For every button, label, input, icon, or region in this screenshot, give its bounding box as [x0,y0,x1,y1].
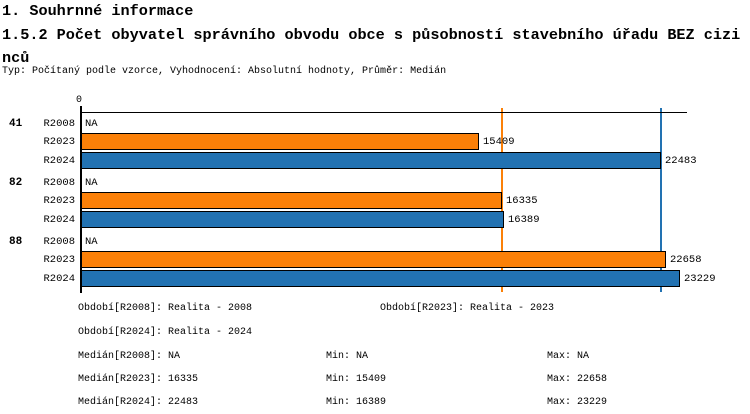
bar-88-r2023 [81,251,666,268]
plot-cell: 16389 [81,211,750,228]
axis-zero-tick-label: 0 [76,95,83,106]
chart-row-41-r2008: 41 R2008 NA [0,115,750,132]
group-label-88: 88 [9,235,23,248]
series-label: R2008 [43,117,75,130]
median-r2024-line [660,108,662,292]
chart-row-82-r2008: 82 R2008 NA [0,174,750,191]
stat-max-r2008: Max: NA [547,351,590,362]
chart-row-88-r2023: R2023 22658 [0,251,750,268]
value-label: 22658 [670,253,702,266]
plot-cell: NA [81,233,750,250]
chart-row-88-r2024: R2024 23229 [0,270,750,287]
chart-row-41-r2024: R2024 22483 [0,152,750,169]
plot-cell: 23229 [81,270,750,287]
value-label: 22483 [665,154,697,167]
series-label: R2008 [43,176,75,189]
chart-row-88-r2008: 88 R2008 NA [0,233,750,250]
group-label-82: 82 [9,176,23,189]
stat-min-r2023: Min: 15409 [326,374,387,385]
stat-max-r2024: Max: 23229 [547,397,608,408]
stat-median-r2024: Medián[R2024]: 22483 [78,397,199,408]
legend-obdobi-r2024: Období[R2024]: Realita - 2024 [78,327,253,338]
plot-cell: 22483 [81,152,750,169]
stat-median-r2023: Medián[R2023]: 16335 [78,374,199,385]
bar-41-r2024 [81,152,661,169]
series-label: R2023 [43,194,75,207]
x-axis-line [81,112,687,113]
plot-cell: 22658 [81,251,750,268]
bar-82-r2024 [81,211,504,228]
indicator-title: 1.5.2 Počet obyvatel správního obvodu ob… [2,26,741,67]
plot-cell: NA [81,115,750,132]
value-label: NA [85,176,98,189]
chart-row-82-r2024: R2024 16389 [0,211,750,228]
stat-median-r2008: Medián[R2008]: NA [78,351,181,362]
series-label: R2023 [43,135,75,148]
group-label-41: 41 [9,117,23,130]
stat-min-r2024: Min: 16389 [326,397,387,408]
value-label: 16389 [508,213,540,226]
series-label: R2008 [43,235,75,248]
y-axis-line [80,106,82,293]
series-label: R2024 [43,154,75,167]
plot-cell: 16335 [81,192,750,209]
value-label: 23229 [684,272,716,285]
legend-obdobi-r2008: Období[R2008]: Realita - 2008 [78,303,253,314]
chart-row-41-r2023: R2023 15409 [0,133,750,150]
value-label: NA [85,117,98,130]
value-label: 15409 [483,135,515,148]
stat-max-r2023: Max: 22658 [547,374,608,385]
median-r2023-line [501,108,503,292]
stat-min-r2008: Min: NA [326,351,369,362]
legend-obdobi-r2023: Období[R2023]: Realita - 2023 [380,303,555,314]
chart-row-82-r2023: R2023 16335 [0,192,750,209]
section-title: 1. Souhrnné informace [2,2,194,20]
value-label: 16335 [506,194,538,207]
value-label: NA [85,235,98,248]
series-label: R2024 [43,272,75,285]
bar-41-r2023 [81,133,479,150]
bar-82-r2023 [81,192,502,209]
series-label: R2024 [43,213,75,226]
indicator-meta: Typ: Počítaný podle vzorce, Vyhodnocení:… [2,66,447,77]
series-label: R2023 [43,253,75,266]
plot-cell: 15409 [81,133,750,150]
plot-cell: NA [81,174,750,191]
bar-88-r2024 [81,270,680,287]
